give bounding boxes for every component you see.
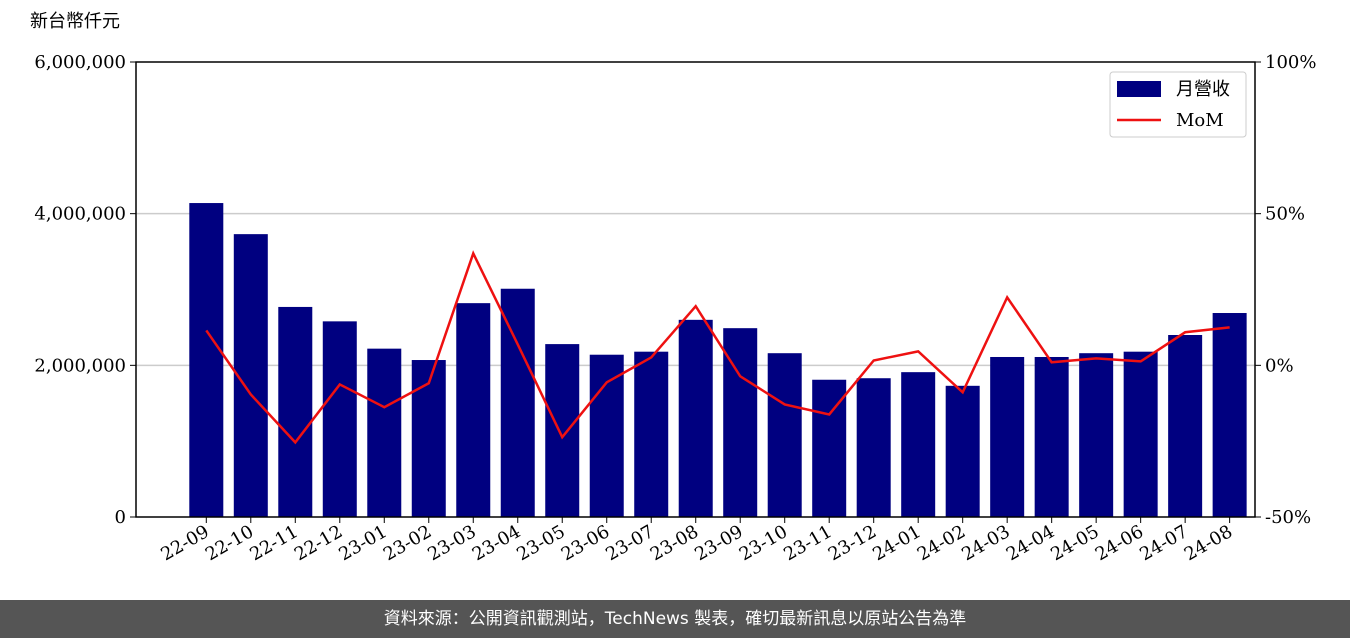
x-tick-label: 24-01 <box>869 521 924 565</box>
x-tick-label: 23-12 <box>825 521 880 565</box>
bar <box>233 234 268 517</box>
y-tick-label: 4,000,000 <box>34 204 126 225</box>
x-tick-label: 24-04 <box>1003 521 1058 565</box>
x-tick-label: 23-07 <box>602 521 657 565</box>
bar <box>1079 353 1114 517</box>
bar <box>990 356 1025 517</box>
y-tick-label: 0 <box>115 507 126 528</box>
x-tick-label: 23-11 <box>780 521 835 565</box>
legend-label: 月營收 <box>1176 79 1230 100</box>
line <box>205 250 1230 445</box>
bar <box>411 360 446 517</box>
y-tick-label: 2,000,000 <box>34 355 126 376</box>
footer: 資料來源：公開資訊觀測站，TechNews 製表，確切最新訊息以原站公告為準 <box>0 600 1350 638</box>
x-tick-label: 23-04 <box>469 521 524 565</box>
plot-frame <box>135 61 1256 518</box>
x-tick-label: 23-10 <box>736 521 791 565</box>
bar <box>189 203 224 518</box>
x-tick-label: 23-06 <box>558 521 613 565</box>
x-tick-label: 23-02 <box>380 521 435 565</box>
bar <box>901 372 936 517</box>
x-tick-label: 22-10 <box>202 521 257 565</box>
y2-tick-label: -50% <box>1265 507 1311 528</box>
x-tick-label: 24-03 <box>958 521 1013 565</box>
x-tick-label: 22-11 <box>246 521 301 565</box>
x-tick-label: 23-01 <box>335 521 390 565</box>
x-tick-label: 23-05 <box>513 521 568 565</box>
y-axis-title: 新台幣仟元 <box>30 11 120 32</box>
legend-label: MoM <box>1176 110 1224 131</box>
x-tick-label: 24-05 <box>1047 521 1102 565</box>
bar <box>1212 313 1247 517</box>
bar <box>767 353 802 517</box>
bar <box>500 288 535 517</box>
bar <box>1034 356 1069 517</box>
bar <box>1123 351 1158 517</box>
bar <box>367 348 402 517</box>
y2-tick-label: 50% <box>1265 204 1305 225</box>
legend-swatch <box>1117 81 1161 97</box>
y2-tick-label: 0% <box>1265 355 1294 376</box>
bar <box>322 321 357 517</box>
bar <box>545 344 580 517</box>
x-tick-label: 23-03 <box>424 521 479 565</box>
bar <box>278 306 313 517</box>
bar <box>1168 335 1203 517</box>
bar <box>589 354 624 517</box>
y2-tick-label: 100% <box>1265 52 1316 73</box>
x-tick-label: 22-09 <box>157 521 212 565</box>
x-tick-label: 23-09 <box>691 521 746 565</box>
bar <box>678 319 713 517</box>
bar <box>856 378 891 517</box>
x-tick-label: 24-08 <box>1181 521 1236 565</box>
x-tick-label: 24-07 <box>1136 521 1191 565</box>
x-tick-label: 24-02 <box>914 521 969 565</box>
x-tick-label: 22-12 <box>291 521 346 565</box>
bar <box>456 303 491 517</box>
legend: 月營收 MoM <box>1109 71 1247 138</box>
y-tick-label: 6,000,000 <box>34 52 126 73</box>
bar <box>634 351 669 517</box>
bar <box>945 385 980 517</box>
chart: 新台幣仟元 0 2,000,000 4,000,000 6,000,000 -50% 0%… <box>30 11 1316 565</box>
x-tick-label: 23-08 <box>647 521 702 565</box>
x-tick-label: 24-06 <box>1092 521 1147 565</box>
